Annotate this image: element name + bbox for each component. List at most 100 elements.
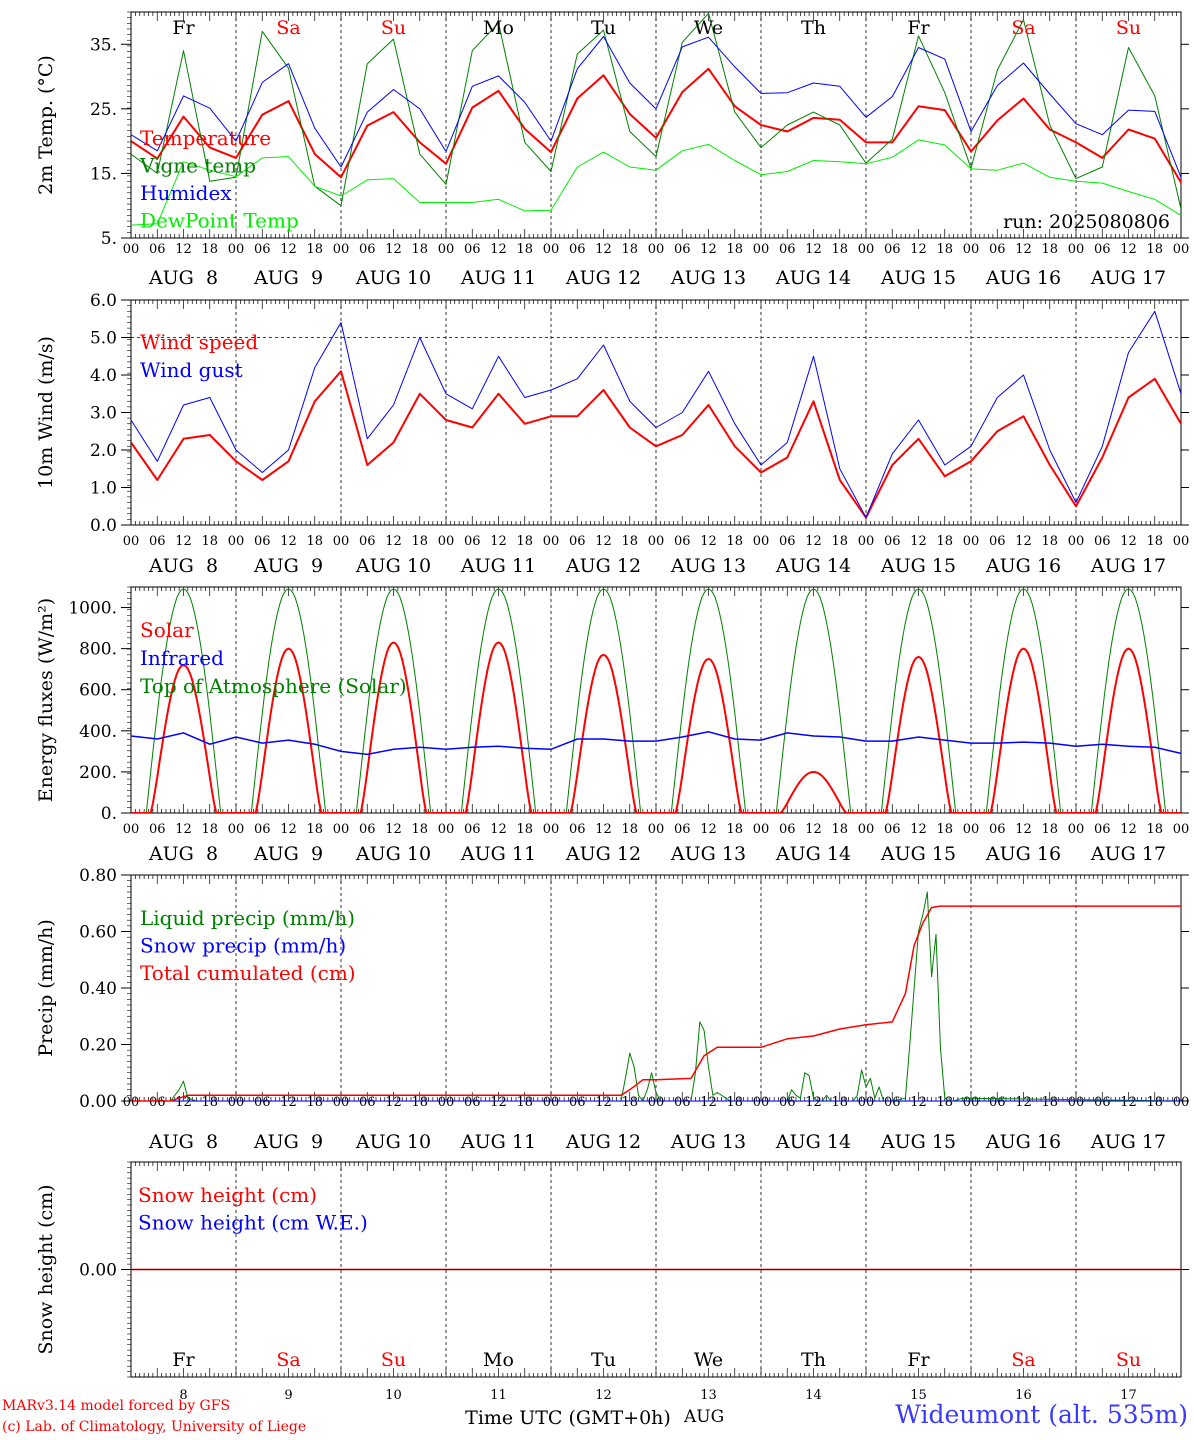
legend-entry: Top of Atmosphere (Solar) <box>140 674 407 698</box>
weekday-label: We <box>694 1349 723 1371</box>
hour-tick-label: 18 <box>411 242 428 257</box>
hour-tick-label: 12 <box>385 534 402 549</box>
date-label: AUG 9 <box>253 555 323 577</box>
weekday-label: Fr <box>907 17 930 39</box>
hour-tick-label: 18 <box>1146 1095 1163 1110</box>
hour-tick-label: 18 <box>1146 242 1163 257</box>
date-label: AUG 11 <box>460 1131 536 1153</box>
hour-tick-label: 12 <box>910 1095 927 1110</box>
y-tick-label: 800. <box>79 640 117 660</box>
hour-tick-label: 12 <box>910 534 927 549</box>
y-tick-label: 0. <box>101 804 117 824</box>
date-label: AUG 11 <box>460 555 536 577</box>
legend-entry: Wind speed <box>140 330 258 354</box>
date-label: AUG 9 <box>253 843 323 865</box>
hour-tick-label: 12 <box>805 534 822 549</box>
series-line-vigne-temp <box>131 12 1181 210</box>
hour-tick-label: 06 <box>1094 242 1111 257</box>
hour-tick-label: 12 <box>805 1095 822 1110</box>
date-label: AUG 8 <box>148 267 218 289</box>
y-tick-label: 5. <box>101 229 117 249</box>
hour-tick-label: 00 <box>963 822 980 837</box>
hour-tick-label: 18 <box>516 822 533 837</box>
hour-tick-label: 06 <box>569 822 586 837</box>
y-tick-label: 0.80 <box>79 866 117 886</box>
hour-tick-label: 06 <box>884 1095 901 1110</box>
hour-tick-label: 18 <box>201 822 218 837</box>
infrared-line <box>131 731 1181 756</box>
hour-tick-label: 12 <box>910 242 927 257</box>
legend-entry: Vigne temp <box>139 154 256 178</box>
hour-tick-label: 00 <box>543 822 560 837</box>
day-number-label: 11 <box>490 1388 507 1403</box>
hour-tick-label: 06 <box>464 534 481 549</box>
hour-tick-label: 18 <box>1041 1095 1058 1110</box>
hour-tick-label: 12 <box>385 822 402 837</box>
date-label: AUG 15 <box>880 1131 956 1153</box>
hour-tick-label: 00 <box>753 1095 770 1110</box>
weekday-label: Fr <box>172 17 195 39</box>
chart-panel-5: 0.00 Snow height (cm) Snow height (cm) Snow… <box>35 1161 1189 1429</box>
plot-area <box>131 588 1181 813</box>
hour-tick-label: 12 <box>1120 534 1137 549</box>
date-label: AUG 8 <box>148 1131 218 1153</box>
day-number-label: 14 <box>805 1388 822 1403</box>
hour-tick-label: 06 <box>989 242 1006 257</box>
weekday-label: Fr <box>907 1349 930 1371</box>
y-tick-label: 1000. <box>68 599 117 619</box>
hour-tick-label: 00 <box>438 242 455 257</box>
weekday-label: Su <box>381 17 406 39</box>
hour-tick-label: 00 <box>1068 822 1085 837</box>
hour-tick-label: 06 <box>779 242 796 257</box>
y-tick-label: 0.0 <box>90 516 117 536</box>
hour-tick-label: 18 <box>621 534 638 549</box>
date-label: AUG 13 <box>670 267 746 289</box>
date-label: AUG 15 <box>880 267 956 289</box>
hour-tick-label: 06 <box>569 534 586 549</box>
series-line-wind-gust <box>131 310 1181 518</box>
hour-tick-label: 18 <box>1041 822 1058 837</box>
hour-tick-label: 00 <box>858 534 875 549</box>
y-tick-label: 200. <box>79 763 117 783</box>
model-credit: MARv3.14 model forced by GFS <box>2 1398 231 1414</box>
hour-tick-label: 00 <box>648 242 665 257</box>
hour-tick-label: 18 <box>831 242 848 257</box>
hour-tick-label: 00 <box>648 1095 665 1110</box>
hour-tick-label: 00 <box>438 534 455 549</box>
hour-tick-label: 12 <box>595 534 612 549</box>
legend-entry: Solar <box>140 618 194 642</box>
date-label: AUG 11 <box>460 267 536 289</box>
date-label: AUG 13 <box>670 555 746 577</box>
hour-tick-label: 00 <box>123 242 140 257</box>
y-tick-label: 4.0 <box>90 366 117 386</box>
y-tick-label: 15. <box>90 164 117 184</box>
hour-tick-label: 00 <box>753 534 770 549</box>
hour-tick-label: 00 <box>1173 822 1190 837</box>
y-tick-label: 6.0 <box>90 291 117 311</box>
hour-tick-label: 18 <box>516 1095 533 1110</box>
hour-tick-label: 12 <box>1015 1095 1032 1110</box>
date-label: AUG 12 <box>565 843 641 865</box>
hour-tick-label: 00 <box>123 822 140 837</box>
hour-tick-label: 06 <box>989 534 1006 549</box>
hour-tick-label: 00 <box>963 534 980 549</box>
day-number-label: 17 <box>1120 1388 1137 1403</box>
hour-tick-label: 12 <box>1015 242 1032 257</box>
date-label: AUG 13 <box>670 1131 746 1153</box>
date-label: AUG 8 <box>148 555 218 577</box>
date-label: AUG 17 <box>1090 267 1166 289</box>
hour-tick-label: 18 <box>516 534 533 549</box>
series-line-wind-speed <box>131 370 1181 519</box>
series-line-humidex <box>131 36 1181 178</box>
y-tick-label: 0.00 <box>79 1092 117 1112</box>
weekday-label: Fr <box>172 1349 195 1371</box>
legend-entry: Wind gust <box>140 358 243 382</box>
chart-panel-2: 0.0 1.0 2.0 3.0 4.0 5.0 6.0 10m Wind (m/s) 00 06 1… <box>35 291 1189 577</box>
date-label: AUG 10 <box>355 1131 431 1153</box>
hour-tick-label: 06 <box>149 534 166 549</box>
hour-tick-label: 06 <box>464 822 481 837</box>
y-tick-label: 3.0 <box>90 404 117 424</box>
hour-tick-label: 06 <box>884 534 901 549</box>
chart-panel-3: 0. 200. 400. 600. 800. 1000. Energy fluxes (W/… <box>35 586 1190 865</box>
